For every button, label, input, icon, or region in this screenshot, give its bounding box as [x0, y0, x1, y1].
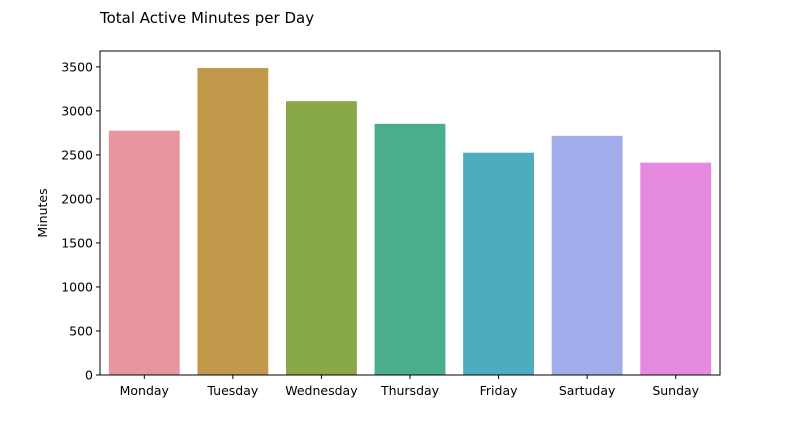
y-tick-label: 2500 — [61, 147, 93, 162]
x-tick-label-wednesday: Wednesday — [285, 383, 358, 398]
y-tick-label: 500 — [69, 323, 93, 338]
x-tick-label-sunday: Sunday — [652, 383, 699, 398]
y-tick-label: 0 — [85, 368, 93, 383]
bar-sartuday — [551, 135, 623, 375]
y-axis-title: Minutes — [35, 188, 50, 237]
x-tick-label-friday: Friday — [480, 383, 518, 398]
y-tick-label: 3000 — [61, 103, 93, 118]
bar-thursday — [374, 123, 446, 375]
x-tick-label-tuesday: Tuesday — [206, 383, 258, 398]
plot-area: 0 500 1000 1500 2000 2500 3000 3500 Monday Tuesda… — [61, 50, 721, 398]
chart-title: Total Active Minutes per Day — [99, 9, 314, 27]
bar-sunday — [640, 162, 712, 375]
bar-monday — [108, 130, 180, 375]
bar-tuesday — [197, 67, 269, 376]
x-tick-label-monday: Monday — [120, 383, 170, 398]
x-tick-label-thursday: Thursday — [380, 383, 440, 398]
y-tick-label: 3500 — [61, 59, 93, 74]
bar-wednesday — [286, 101, 357, 376]
y-tick-label: 2000 — [61, 191, 93, 206]
y-tick-label: 1000 — [61, 279, 93, 294]
x-tick-label-sartuday: Sartuday — [559, 383, 616, 398]
bar-friday — [463, 152, 534, 375]
plot-frame — [99, 50, 721, 376]
y-tick-label: 1500 — [61, 235, 93, 250]
